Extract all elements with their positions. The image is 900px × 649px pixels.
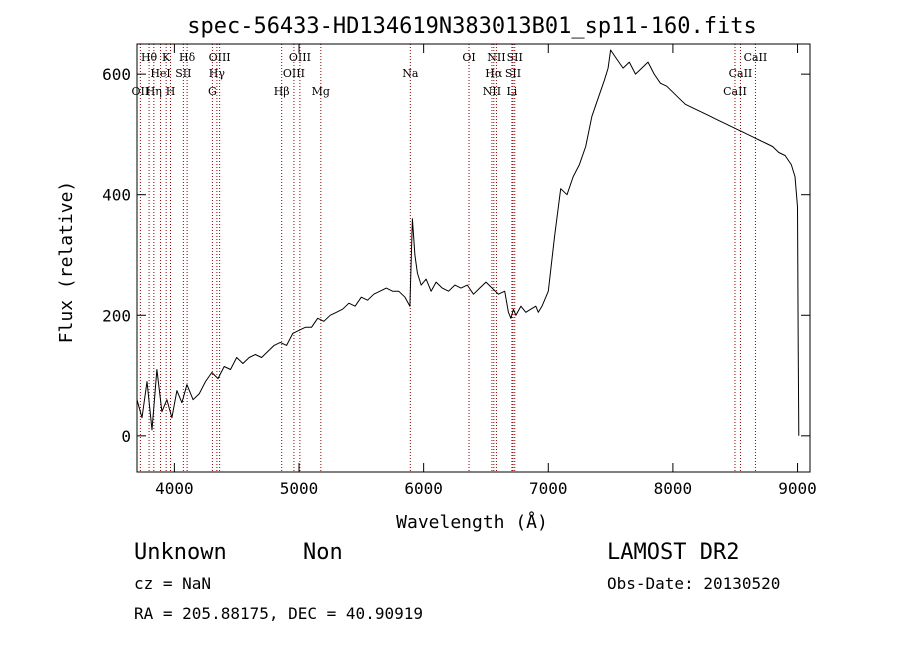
line-marker-label-16: OI	[462, 51, 475, 64]
line-marker-label-0: OII	[132, 85, 150, 98]
line-marker-label-6: H	[166, 85, 176, 98]
y-tick-label-1: 200	[102, 306, 131, 325]
line-marker-label-12: OIII	[289, 51, 311, 64]
line-marker-label-20: SII	[507, 51, 523, 64]
observation-date: Obs-Date: 20130520	[607, 574, 780, 593]
plot-frame	[136, 43, 811, 473]
y-tick-label-3: 600	[102, 65, 131, 84]
line-marker-label-23: CaII	[744, 51, 768, 64]
line-marker-label-7: Hδ	[179, 51, 196, 64]
redshift-text: cz = NaN	[134, 574, 211, 593]
survey-name: LAMOST DR2	[607, 540, 739, 565]
y-tick-label-0: 0	[121, 427, 131, 446]
spectrum-line-0	[136, 49, 800, 436]
line-marker-label-19: NII	[483, 85, 501, 98]
object-class: Unknown	[134, 540, 227, 565]
line-marker-label-11: Hβ	[274, 85, 290, 98]
line-marker-label-15: Na	[402, 67, 419, 80]
object-subclass: Non	[303, 540, 343, 565]
line-marker-label-22: Li	[506, 85, 517, 98]
line-marker-label-25: CaII	[723, 85, 747, 98]
x-tick-label-5: 9000	[778, 479, 817, 498]
chart-title: spec-56433-HD134619N383013B01_sp11-160.f…	[187, 14, 757, 39]
x-tick-label-4: 8000	[654, 479, 693, 498]
line-marker-label-17: NII	[487, 51, 505, 64]
line-marker-label-14: Mg	[312, 85, 330, 98]
line-marker-label-2: HeI	[150, 67, 170, 80]
line-marker-label-21: SII	[505, 67, 521, 80]
line-marker-label-9: Hγ	[209, 67, 226, 80]
y-tick-label-2: 400	[102, 186, 131, 205]
line-marker-label-4: K	[162, 51, 171, 64]
line-marker-label-10: G	[208, 85, 217, 98]
x-axis-label: Wavelength (Å)	[396, 511, 548, 533]
x-tick-label-3: 7000	[529, 479, 568, 498]
line-markers: OII Hθ HeI Hη K SII H Hδ OIII Hγ G Hβ OIII OIII Mg Na OI…	[132, 44, 768, 472]
line-marker-label-3: Hη	[146, 85, 162, 98]
x-tick-label-0: 4000	[155, 479, 194, 498]
axis-ticks: 4000 5000 6000 7000 8000 9000 0 200 400 600	[102, 44, 817, 498]
line-marker-label-5: SII	[175, 67, 191, 80]
coordinates-text: RA = 205.88175, DEC = 40.90919	[134, 604, 423, 623]
x-tick-label-2: 6000	[404, 479, 443, 498]
line-marker-label-18: Hα	[485, 67, 503, 80]
line-marker-label-8: OIII	[209, 51, 231, 64]
series-group	[136, 49, 800, 436]
line-marker-label-24: CaII	[729, 67, 753, 80]
y-axis-label: Flux (relative)	[56, 181, 77, 344]
line-marker-label-13: OIII	[283, 67, 305, 80]
x-tick-label-1: 5000	[280, 479, 319, 498]
line-marker-label-1: Hθ	[141, 51, 158, 64]
